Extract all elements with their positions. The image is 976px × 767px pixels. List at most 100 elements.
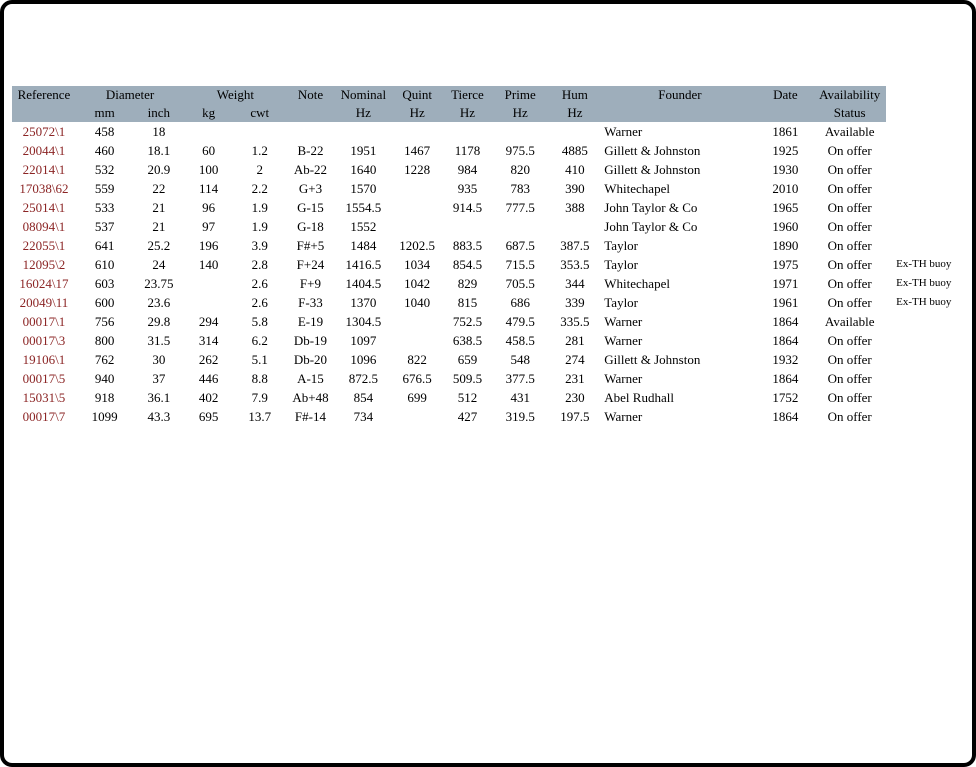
reference-link[interactable]: 20049\11 (19, 295, 69, 310)
table-header: Reference Diameter Weight Note Nominal Q… (12, 86, 972, 122)
reference-link[interactable]: 08094\1 (22, 219, 66, 234)
cell-kg: 96 (202, 200, 216, 215)
cell-cwt: 2.2 (251, 181, 268, 196)
cell-annotation (886, 331, 972, 350)
cell-nominal: 1554.5 (345, 200, 382, 215)
header-nominal: Nominal (334, 86, 393, 104)
cell-nominal (334, 122, 392, 141)
cell-mm: 458 (94, 124, 115, 139)
reference-link[interactable]: 15031\5 (22, 390, 66, 405)
table-row: 17038\62 559 22 114 2.2 G+3 1570 935 783 390 White… (12, 179, 972, 198)
header-diameter: Diameter (75, 86, 185, 104)
cell-note: A-15 (297, 371, 324, 386)
cell-cwt: 1.2 (251, 143, 268, 158)
reference-link[interactable]: 20044\1 (22, 143, 66, 158)
cell-hum: 231 (565, 371, 585, 386)
cell-nominal: 1570 (350, 181, 377, 196)
cell-hum: 339 (565, 295, 585, 310)
cell-tierce: 659 (457, 352, 478, 367)
table-row: 20044\1 460 18.1 60 1.2 B-22 1951 1467 1178 975.5… (12, 141, 972, 160)
reference-link[interactable]: 00017\7 (22, 409, 66, 424)
cell-tierce: 984 (457, 162, 478, 177)
header-hum-hz: Hz (547, 104, 603, 122)
cell-annotation: Ex-TH buoy (896, 277, 952, 289)
cell-note: G-18 (297, 219, 324, 234)
header-reference-spacer (12, 104, 76, 122)
cell-inch: 21 (152, 219, 166, 234)
reference-link[interactable]: 25014\1 (22, 200, 66, 215)
cell-prime: 431 (510, 390, 530, 405)
cell-status: On offer (827, 181, 872, 196)
reference-link[interactable]: 12095\2 (22, 257, 66, 272)
cell-inch: 36.1 (147, 390, 171, 405)
cell-mm: 537 (94, 219, 115, 234)
cell-founder: Warner (604, 371, 643, 386)
reference-link[interactable]: 17038\62 (19, 181, 69, 196)
cell-hum (548, 217, 603, 236)
cell-cwt: 2.8 (251, 257, 268, 272)
cell-founder: Whitechapel (604, 181, 670, 196)
header-date: Date (757, 86, 814, 104)
cell-mm: 756 (94, 314, 115, 329)
header-weight: Weight (184, 86, 287, 104)
header-tierce: Tierce (442, 86, 493, 104)
header-status: Status (813, 104, 887, 122)
header-prime: Prime (492, 86, 548, 104)
cell-status: Available (824, 314, 875, 329)
cell-annotation (886, 217, 972, 236)
cell-cwt: 6.2 (251, 333, 268, 348)
cell-prime: 686 (510, 295, 530, 310)
cell-kg: 114 (199, 181, 219, 196)
reference-link[interactable]: 00017\1 (22, 314, 66, 329)
cell-mm: 641 (94, 238, 115, 253)
cell-nominal: 1552 (350, 219, 377, 234)
cell-nominal: 854 (353, 390, 374, 405)
reference-link[interactable]: 25072\1 (22, 124, 66, 139)
cell-founder: Warner (604, 409, 643, 424)
cell-quint (392, 407, 442, 426)
cell-founder: Taylor (604, 295, 639, 310)
cell-note: F#-14 (294, 409, 326, 424)
cell-hum: 390 (565, 181, 585, 196)
reference-link[interactable]: 22014\1 (22, 162, 66, 177)
cell-annotation (886, 198, 972, 217)
cell-cwt: 2 (256, 162, 263, 177)
cell-inch: 37 (152, 371, 166, 386)
cell-nominal: 1951 (350, 143, 377, 158)
cell-annotation: Ex-TH buoy (896, 258, 952, 270)
cell-mm: 762 (94, 352, 115, 367)
cell-status: On offer (827, 371, 872, 386)
cell-prime: 783 (510, 181, 530, 196)
reference-link[interactable]: 00017\5 (22, 371, 66, 386)
cell-date: 1864 (772, 409, 799, 424)
cell-mm: 918 (94, 390, 115, 405)
header-founder: Founder (602, 86, 758, 104)
cell-mm: 600 (94, 295, 115, 310)
header-nominal-hz: Hz (334, 104, 393, 122)
cell-hum: 410 (565, 162, 585, 177)
cell-tierce: 752.5 (452, 314, 483, 329)
header-annotation-spacer-2 (886, 104, 972, 122)
cell-date: 2010 (772, 181, 799, 196)
cell-note: Ab+48 (292, 390, 329, 405)
cell-note: G-15 (297, 200, 324, 215)
cell-nominal: 1304.5 (345, 314, 382, 329)
cell-status: On offer (827, 409, 872, 424)
cell-quint (392, 122, 442, 141)
cell-quint: 1040 (404, 295, 431, 310)
cell-hum: 274 (565, 352, 585, 367)
reference-link[interactable]: 00017\3 (22, 333, 66, 348)
reference-link[interactable]: 19106\1 (22, 352, 66, 367)
header-hum: Hum (547, 86, 603, 104)
cell-quint (392, 179, 442, 198)
cell-prime (493, 122, 548, 141)
cell-founder: Taylor (604, 238, 639, 253)
cell-quint: 1467 (404, 143, 431, 158)
cell-hum: 281 (565, 333, 585, 348)
reference-link[interactable]: 16024\17 (19, 276, 69, 291)
cell-nominal: 1416.5 (345, 257, 382, 272)
reference-link[interactable]: 22055\1 (22, 238, 66, 253)
cell-date: 1932 (772, 352, 799, 367)
cell-mm: 610 (94, 257, 115, 272)
cell-inch: 18.1 (147, 143, 171, 158)
